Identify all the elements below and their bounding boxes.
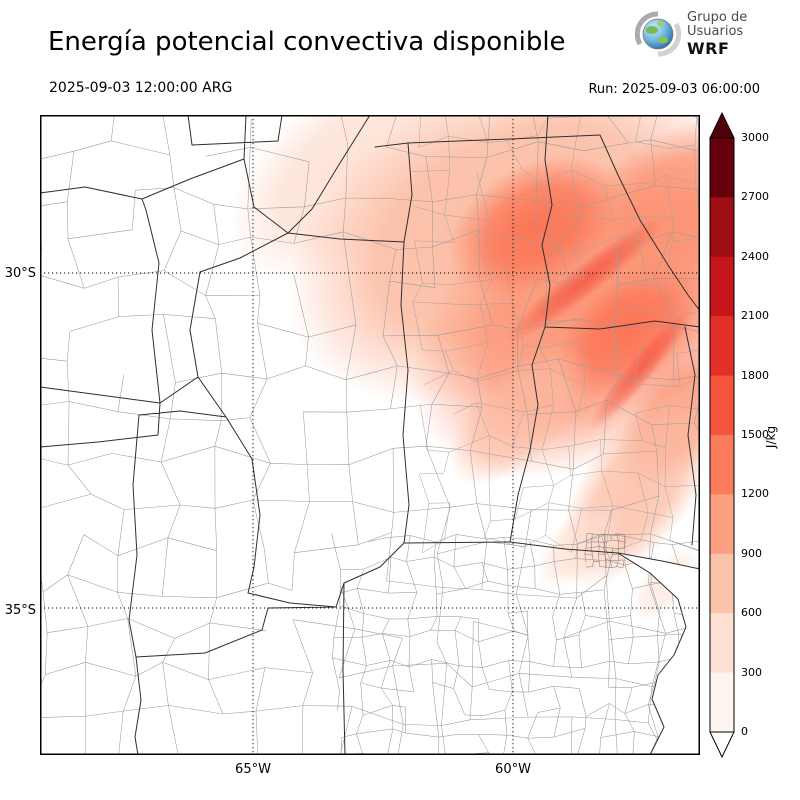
valid-time-label: 2025-09-03 12:00:00 ARG (49, 80, 233, 96)
colorbar-tick-label: 1800 (741, 368, 769, 382)
page-title: Energía potencial convectiva disponible (48, 27, 566, 57)
lon-tick-65w: 65°W (235, 762, 271, 777)
province-boundaries (40, 115, 700, 755)
colorbar-tick-label: 2100 (741, 309, 769, 323)
colorbar-tick-label: 2700 (741, 190, 769, 204)
colorbar: 3000 2700 2400 2100 1800 1500 1200 900 600 300 0 J… (708, 111, 800, 772)
colorbar-tick-label: 2400 (741, 249, 769, 263)
colorbar-tick-label: 300 (741, 665, 762, 679)
colorbar-gradient (709, 111, 735, 759)
colorbar-tick-label: 900 (741, 546, 762, 560)
graticule (40, 115, 700, 755)
lat-tick-35s: 35°S (4, 603, 36, 618)
colorbar-tick-label: 1200 (741, 487, 769, 501)
logo-text-line1: Grupo de (687, 9, 748, 25)
lon-tick-60w: 60°W (495, 762, 531, 777)
lat-tick-30s: 30°S (4, 266, 36, 281)
run-time-label: Run: 2025-09-03 06:00:00 (588, 82, 760, 97)
map-canvas (40, 115, 700, 755)
wrf-users-logo: Grupo de Usuarios WRF (634, 10, 747, 58)
colorbar-tick-label: 1500 (741, 428, 769, 441)
colorbar-tick-label: 600 (741, 606, 762, 620)
department-boundaries (40, 115, 700, 755)
logo-text-line2: Usuarios (687, 24, 744, 40)
globe-icon (634, 11, 682, 57)
map-plot (40, 115, 700, 755)
map-border (40, 115, 700, 755)
colorbar-tick-label: 0 (741, 725, 748, 738)
colorbar-units-label: J/kg (764, 425, 779, 449)
colorbar-tick-label: 3000 (741, 131, 769, 144)
logo-text-wrf: WRF (687, 38, 730, 58)
